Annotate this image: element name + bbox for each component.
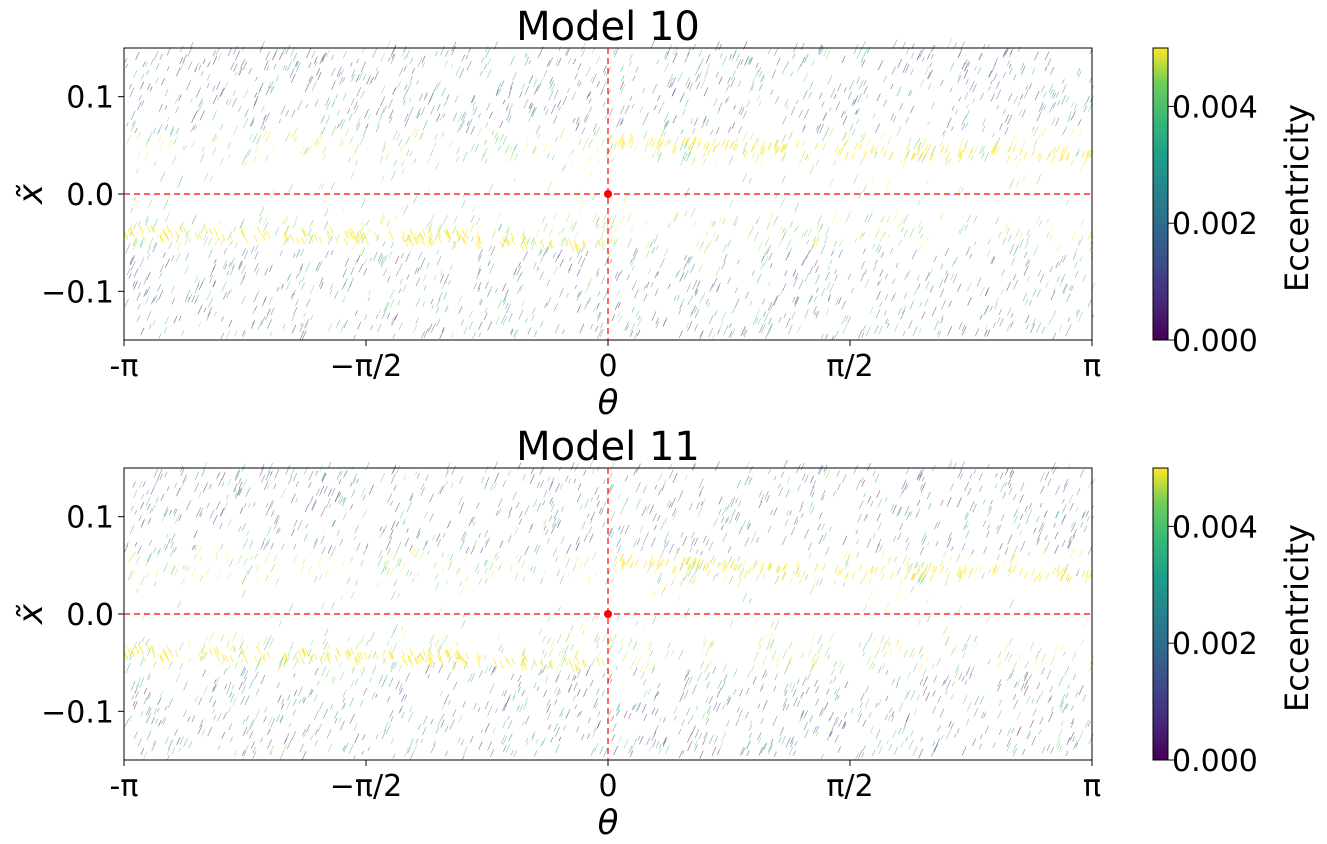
y-tick-label: −0.1	[41, 275, 114, 310]
x-tick-label: 0	[598, 769, 617, 804]
y-axis-label: x̃	[11, 603, 51, 625]
x-axis-label: θ	[598, 803, 619, 843]
y-tick-label: 0.1	[66, 501, 114, 536]
colorbar-tick-label: 0.004	[1172, 510, 1258, 545]
x-tick-label: π/2	[826, 349, 873, 384]
colorbar-label: Eccentricity	[1278, 524, 1316, 712]
colorbar-tick-label: 0.000	[1172, 324, 1258, 359]
colorbar-tick-label: 0.002	[1172, 207, 1258, 242]
y-tick-label: −0.1	[41, 695, 114, 730]
x-tick-label: π	[1083, 769, 1101, 804]
x-tick-label: -π	[110, 349, 139, 384]
colorbar-tick-label: 0.002	[1172, 627, 1258, 662]
chart-panel-model-10: Model 10 -π −π/2 0 π/2 π −0.1 0.0 0.1 θ x̃ 0.0…	[11, 4, 1316, 423]
scatter-points	[123, 458, 1096, 761]
chart-title: Model 10	[516, 4, 700, 50]
colorbar	[1152, 467, 1169, 761]
y-axis-label: x̃	[11, 183, 51, 205]
colorbar-label: Eccentricity	[1278, 104, 1316, 292]
x-tick-label: −π/2	[330, 349, 402, 384]
colorbar-tick-label: 0.000	[1172, 744, 1258, 779]
y-axis-ticks: −0.1 0.0 0.1	[41, 81, 124, 310]
colorbar-tick-label: 0.004	[1172, 90, 1258, 125]
colorbar-ticks: 0.000 0.002 0.004	[1168, 510, 1258, 779]
reference-point	[604, 610, 612, 618]
x-axis-ticks: -π −π/2 0 π/2 π	[110, 340, 1101, 384]
y-tick-label: 0.1	[66, 81, 114, 116]
chart-title: Model 11	[516, 424, 700, 470]
colorbar-ticks: 0.000 0.002 0.004	[1168, 90, 1258, 359]
reference-point	[604, 190, 612, 198]
colorbar	[1152, 47, 1169, 341]
x-tick-label: -π	[110, 769, 139, 804]
y-tick-label: 0.0	[66, 178, 114, 213]
x-axis-label: θ	[598, 383, 619, 423]
x-tick-label: 0	[598, 349, 617, 384]
x-tick-label: π/2	[826, 769, 873, 804]
x-axis-ticks: -π −π/2 0 π/2 π	[110, 760, 1101, 804]
y-tick-label: 0.0	[66, 598, 114, 633]
y-axis-ticks: −0.1 0.0 0.1	[41, 501, 124, 730]
x-tick-label: π	[1083, 349, 1101, 384]
scatter-points	[124, 38, 1096, 340]
x-tick-label: −π/2	[330, 769, 402, 804]
chart-panel-model-11: Model 11 -π −π/2 0 π/2 π −0.1 0.0 0.1 θ x̃ 0.0…	[11, 424, 1316, 843]
